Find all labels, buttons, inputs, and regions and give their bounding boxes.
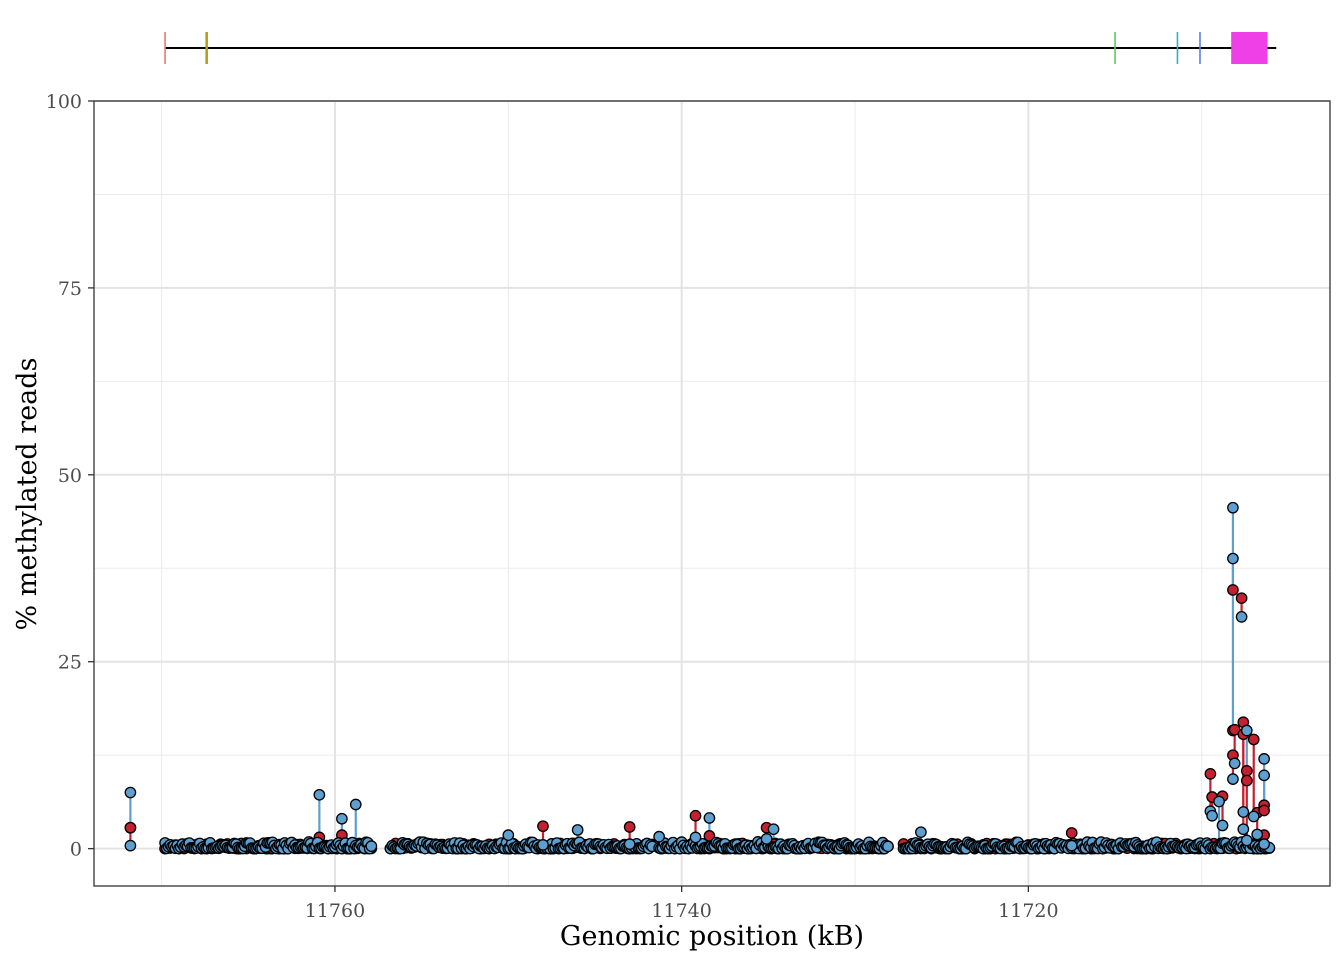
point-series-b bbox=[1237, 823, 1250, 836]
point-series-a bbox=[623, 821, 636, 833]
point-series-b bbox=[760, 833, 773, 845]
y-tick-label: 25 bbox=[58, 652, 82, 674]
point-series-b bbox=[1240, 834, 1253, 847]
point-series-b bbox=[1213, 795, 1225, 808]
data-points bbox=[124, 501, 1276, 855]
point-series-b bbox=[1206, 809, 1218, 822]
point-series-b bbox=[1065, 839, 1078, 852]
point-series-a bbox=[1240, 774, 1253, 787]
point-series-b bbox=[703, 812, 716, 824]
panel-border bbox=[93, 100, 1331, 887]
y-tick-label: 50 bbox=[58, 465, 82, 487]
point-series-b bbox=[1258, 753, 1270, 765]
point-series-b bbox=[1237, 806, 1250, 818]
point-series-b bbox=[1216, 819, 1229, 832]
point-series-b bbox=[1227, 552, 1239, 565]
point-series-b bbox=[1258, 838, 1270, 850]
point-series-b bbox=[124, 786, 137, 799]
point-series-b bbox=[1235, 611, 1248, 623]
point-series-b bbox=[1240, 724, 1253, 737]
point-series-b bbox=[1227, 501, 1239, 514]
point-series-b bbox=[365, 840, 378, 853]
point-series-a bbox=[1227, 584, 1239, 596]
point-series-b bbox=[1247, 810, 1260, 823]
plot-panel bbox=[94, 101, 1330, 886]
point-series-b bbox=[882, 840, 894, 853]
point-series-b bbox=[571, 824, 584, 836]
point-series-a bbox=[537, 820, 549, 833]
point-series-a bbox=[1247, 733, 1260, 746]
point-series-b bbox=[915, 826, 927, 839]
point-series-b bbox=[767, 823, 780, 836]
point-series-b bbox=[623, 838, 636, 850]
point-series-b bbox=[349, 798, 362, 811]
point-series-b bbox=[689, 831, 702, 844]
point-series-b bbox=[1258, 769, 1270, 782]
y-tick-label: 0 bbox=[70, 839, 82, 861]
point-series-b bbox=[336, 812, 348, 825]
point-series-a bbox=[1204, 768, 1217, 780]
point-series-b bbox=[1227, 773, 1239, 785]
x-tick-label: 11740 bbox=[651, 900, 711, 922]
point-series-a bbox=[689, 809, 702, 822]
minor-gridlines bbox=[94, 101, 1330, 886]
x-axis-title: Genomic position (kB) bbox=[560, 921, 864, 952]
point-series-b bbox=[1228, 757, 1241, 770]
y-tick-label: 75 bbox=[58, 278, 82, 300]
point-series-b bbox=[313, 788, 326, 801]
point-series-b bbox=[502, 829, 515, 842]
point-series-b bbox=[653, 830, 665, 843]
point-series-b bbox=[537, 839, 549, 851]
gene-track bbox=[164, 32, 1277, 64]
point-series-a bbox=[1065, 827, 1078, 839]
point-series-a bbox=[1258, 804, 1270, 817]
y-tick-label: 100 bbox=[46, 91, 82, 113]
point-series-b bbox=[1251, 828, 1264, 841]
y-axis-title: % methylated reads bbox=[12, 358, 43, 631]
x-tick-label: 11720 bbox=[998, 900, 1058, 922]
point-series-a bbox=[124, 821, 137, 834]
axes: 0 25 50 75 100 11760 11740 11720 bbox=[46, 91, 1059, 922]
x-tick-label: 11760 bbox=[305, 900, 365, 922]
gene-exon-block bbox=[1231, 32, 1268, 64]
point-series-a bbox=[1240, 765, 1253, 777]
point-series-b bbox=[124, 839, 137, 852]
point-series-a bbox=[1235, 592, 1248, 605]
